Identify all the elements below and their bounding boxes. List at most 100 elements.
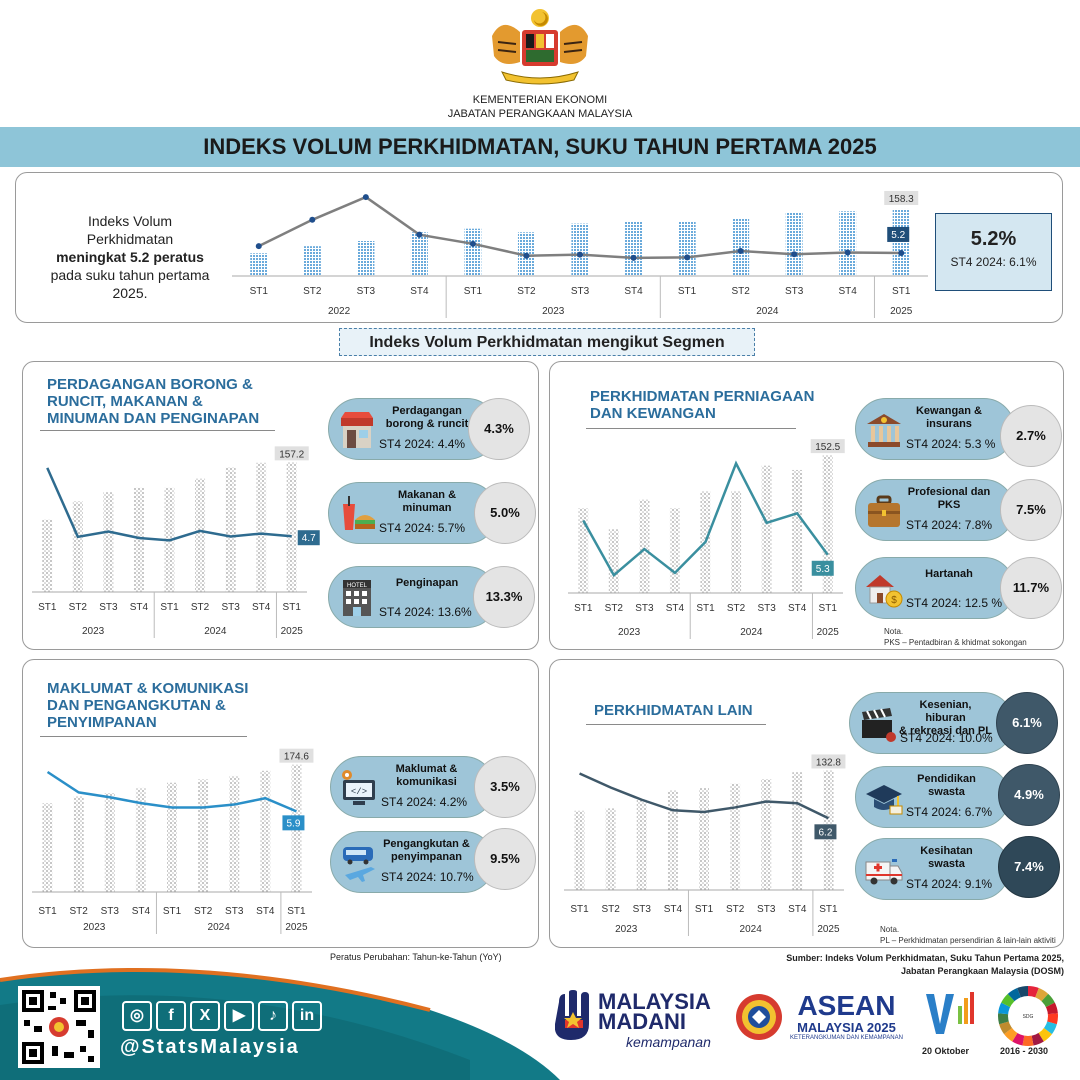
business-subsegment-card: $ Hartanah ST4 2024: 12.5 %: [855, 557, 1015, 619]
social-handle[interactable]: @StatsMalaysia: [120, 1036, 300, 1058]
tiktok-icon[interactable]: ♪: [258, 1001, 288, 1031]
x-tick-label: ST2: [191, 602, 210, 613]
business-chart: ST1 ST2 ST3 ST4 ST1 ST2 ST3 ST4 ST1 2023 2024 2025 1…: [568, 439, 845, 639]
chart-bar: [699, 788, 709, 890]
statistics-day-logo-icon: [918, 984, 978, 1044]
trade-subsegment-card: HOTEL Penginapan ST4 2024: 13.6%: [328, 566, 498, 628]
bank-icon: [864, 410, 904, 450]
chart-bar: [410, 232, 428, 276]
bar-value-label: 157.2: [279, 449, 304, 460]
subsegment-name: Maklumat & komunikasi: [395, 763, 458, 788]
subsegment-growth-value: 5.0%: [474, 482, 536, 544]
year-label: 2024: [740, 627, 763, 638]
last-bar-label: 158.3: [884, 190, 919, 205]
subsegment-previous-growth: ST4 2024: 9.1%: [906, 877, 993, 891]
subsegment-growth-value: 4.9%: [998, 764, 1060, 826]
label-bg: [279, 748, 314, 763]
chart-bar: [678, 221, 696, 276]
growth-point: [898, 249, 905, 256]
chart-bar: [571, 223, 589, 276]
department-name: JABATAN PERANGKAAN MALAYSIA: [447, 108, 633, 120]
last-line-label: 5.2: [887, 226, 910, 242]
x-tick-label: ST1: [464, 286, 483, 297]
last-line-label: 5.9: [282, 815, 305, 831]
label-bg: [811, 560, 834, 576]
madani-line: MADANI: [598, 1009, 686, 1034]
x-tick-label: ST3: [221, 602, 240, 613]
label-bg: [811, 754, 846, 769]
x-icon[interactable]: X: [190, 1001, 220, 1031]
x-tick-label: ST2: [303, 286, 322, 297]
facebook-icon[interactable]: f: [156, 1001, 186, 1031]
business-note: Nota. PKS – Pentadbiran & khidmat sokong…: [884, 626, 1027, 648]
business-subsegment-card: Kewangan & insurans ST4 2024: 5.3 %: [855, 398, 1015, 460]
title-underline: [586, 724, 766, 725]
other-note: Nota. PL – Perkhidmatan persendirian & l…: [880, 924, 1056, 946]
chart-bar: [103, 492, 114, 592]
x-tick-label: ST3: [99, 602, 118, 613]
shop-icon: [337, 410, 377, 450]
x-tick-label: ST1: [163, 906, 182, 917]
instagram-icon[interactable]: ◎: [122, 1001, 152, 1031]
year-label: 2023: [83, 922, 106, 933]
x-tick-label: ST1: [819, 904, 838, 915]
x-tick-label: ST4: [410, 286, 429, 297]
year-label: 2022: [328, 306, 351, 317]
x-tick-label: ST3: [633, 904, 652, 915]
chart-bar: [104, 793, 115, 892]
growth-line: [46, 467, 292, 542]
last-line-label: 5.3: [811, 560, 834, 576]
subsegment-name: Perdagangan borong & runcit: [385, 405, 469, 430]
bar-value-label: 132.8: [816, 757, 841, 768]
business-panel-title: PERKHIDMATAN PERNIAGAAN DAN KEWANGAN: [590, 388, 814, 422]
svg-text:$: $: [891, 595, 897, 606]
year-label: 2024: [208, 922, 231, 933]
subsegment-previous-growth: ST4 2024: 7.8%: [906, 518, 993, 532]
info-panel-title: MAKLUMAT & KOMUNIKASI DAN PENGANGKUTAN &…: [47, 680, 248, 731]
chart-bar: [667, 790, 678, 890]
subsegment-previous-growth: ST4 2024: 4.2%: [381, 795, 468, 809]
subsegment-name: Hartanah: [925, 568, 973, 580]
subsegment-growth-value: 6.1%: [996, 692, 1058, 754]
chart-bar: [260, 770, 271, 892]
x-tick-label: ST1: [574, 603, 593, 614]
year-label: 2023: [615, 924, 638, 935]
summary-line: 2025.: [112, 285, 148, 301]
growth-point: [737, 248, 744, 255]
chart-bar: [72, 501, 83, 592]
chart-bar: [464, 228, 482, 276]
x-tick-label: ST1: [160, 602, 179, 613]
panel-title-line: PERKHIDMATAN PERNIAGAAN: [590, 388, 815, 405]
growth-value-label: 6.2: [818, 827, 832, 838]
growth-point: [362, 194, 369, 201]
chart-bar: [636, 799, 647, 890]
x-tick-label: ST4: [256, 906, 275, 917]
bar-value-label: 174.6: [284, 752, 309, 763]
ambulance-icon: [864, 850, 904, 890]
chart-bar: [792, 772, 803, 890]
x-tick-label: ST2: [194, 906, 213, 917]
summary-highlight: meningkat 5.2 peratus: [56, 249, 204, 265]
linkedin-icon[interactable]: in: [292, 1001, 322, 1031]
chart-bar: [73, 796, 84, 892]
qr-code[interactable]: [18, 986, 100, 1068]
x-tick-label: ST1: [287, 906, 306, 917]
chart-bar: [229, 775, 240, 892]
chart-bar: [669, 508, 680, 593]
info-subsegment-card: </> Maklumat & komunikasi ST4 2024: 4.2%: [330, 756, 495, 818]
youtube-icon[interactable]: ▶: [224, 1001, 254, 1031]
summary-line: Indeks Volum: [87, 213, 173, 229]
panel-title-line: PENYIMPANAN: [47, 714, 157, 731]
madani-hand-icon: [554, 990, 595, 1040]
chart-bar: [578, 508, 589, 593]
label-bg: [274, 446, 309, 461]
growth-line: [582, 460, 829, 578]
growth-value-label: 5.2: [891, 230, 905, 241]
x-tick-label: ST1: [695, 904, 714, 915]
clapperboard-icon: [858, 704, 898, 744]
year-label: 2023: [542, 306, 565, 317]
growth-point: [844, 249, 851, 256]
chart-bar: [198, 779, 209, 892]
subsegment-previous-growth: ST4 2024: 6.7%: [906, 805, 993, 819]
trade-subsegment-card: Makanan & minuman ST4 2024: 5.7%: [328, 482, 498, 544]
